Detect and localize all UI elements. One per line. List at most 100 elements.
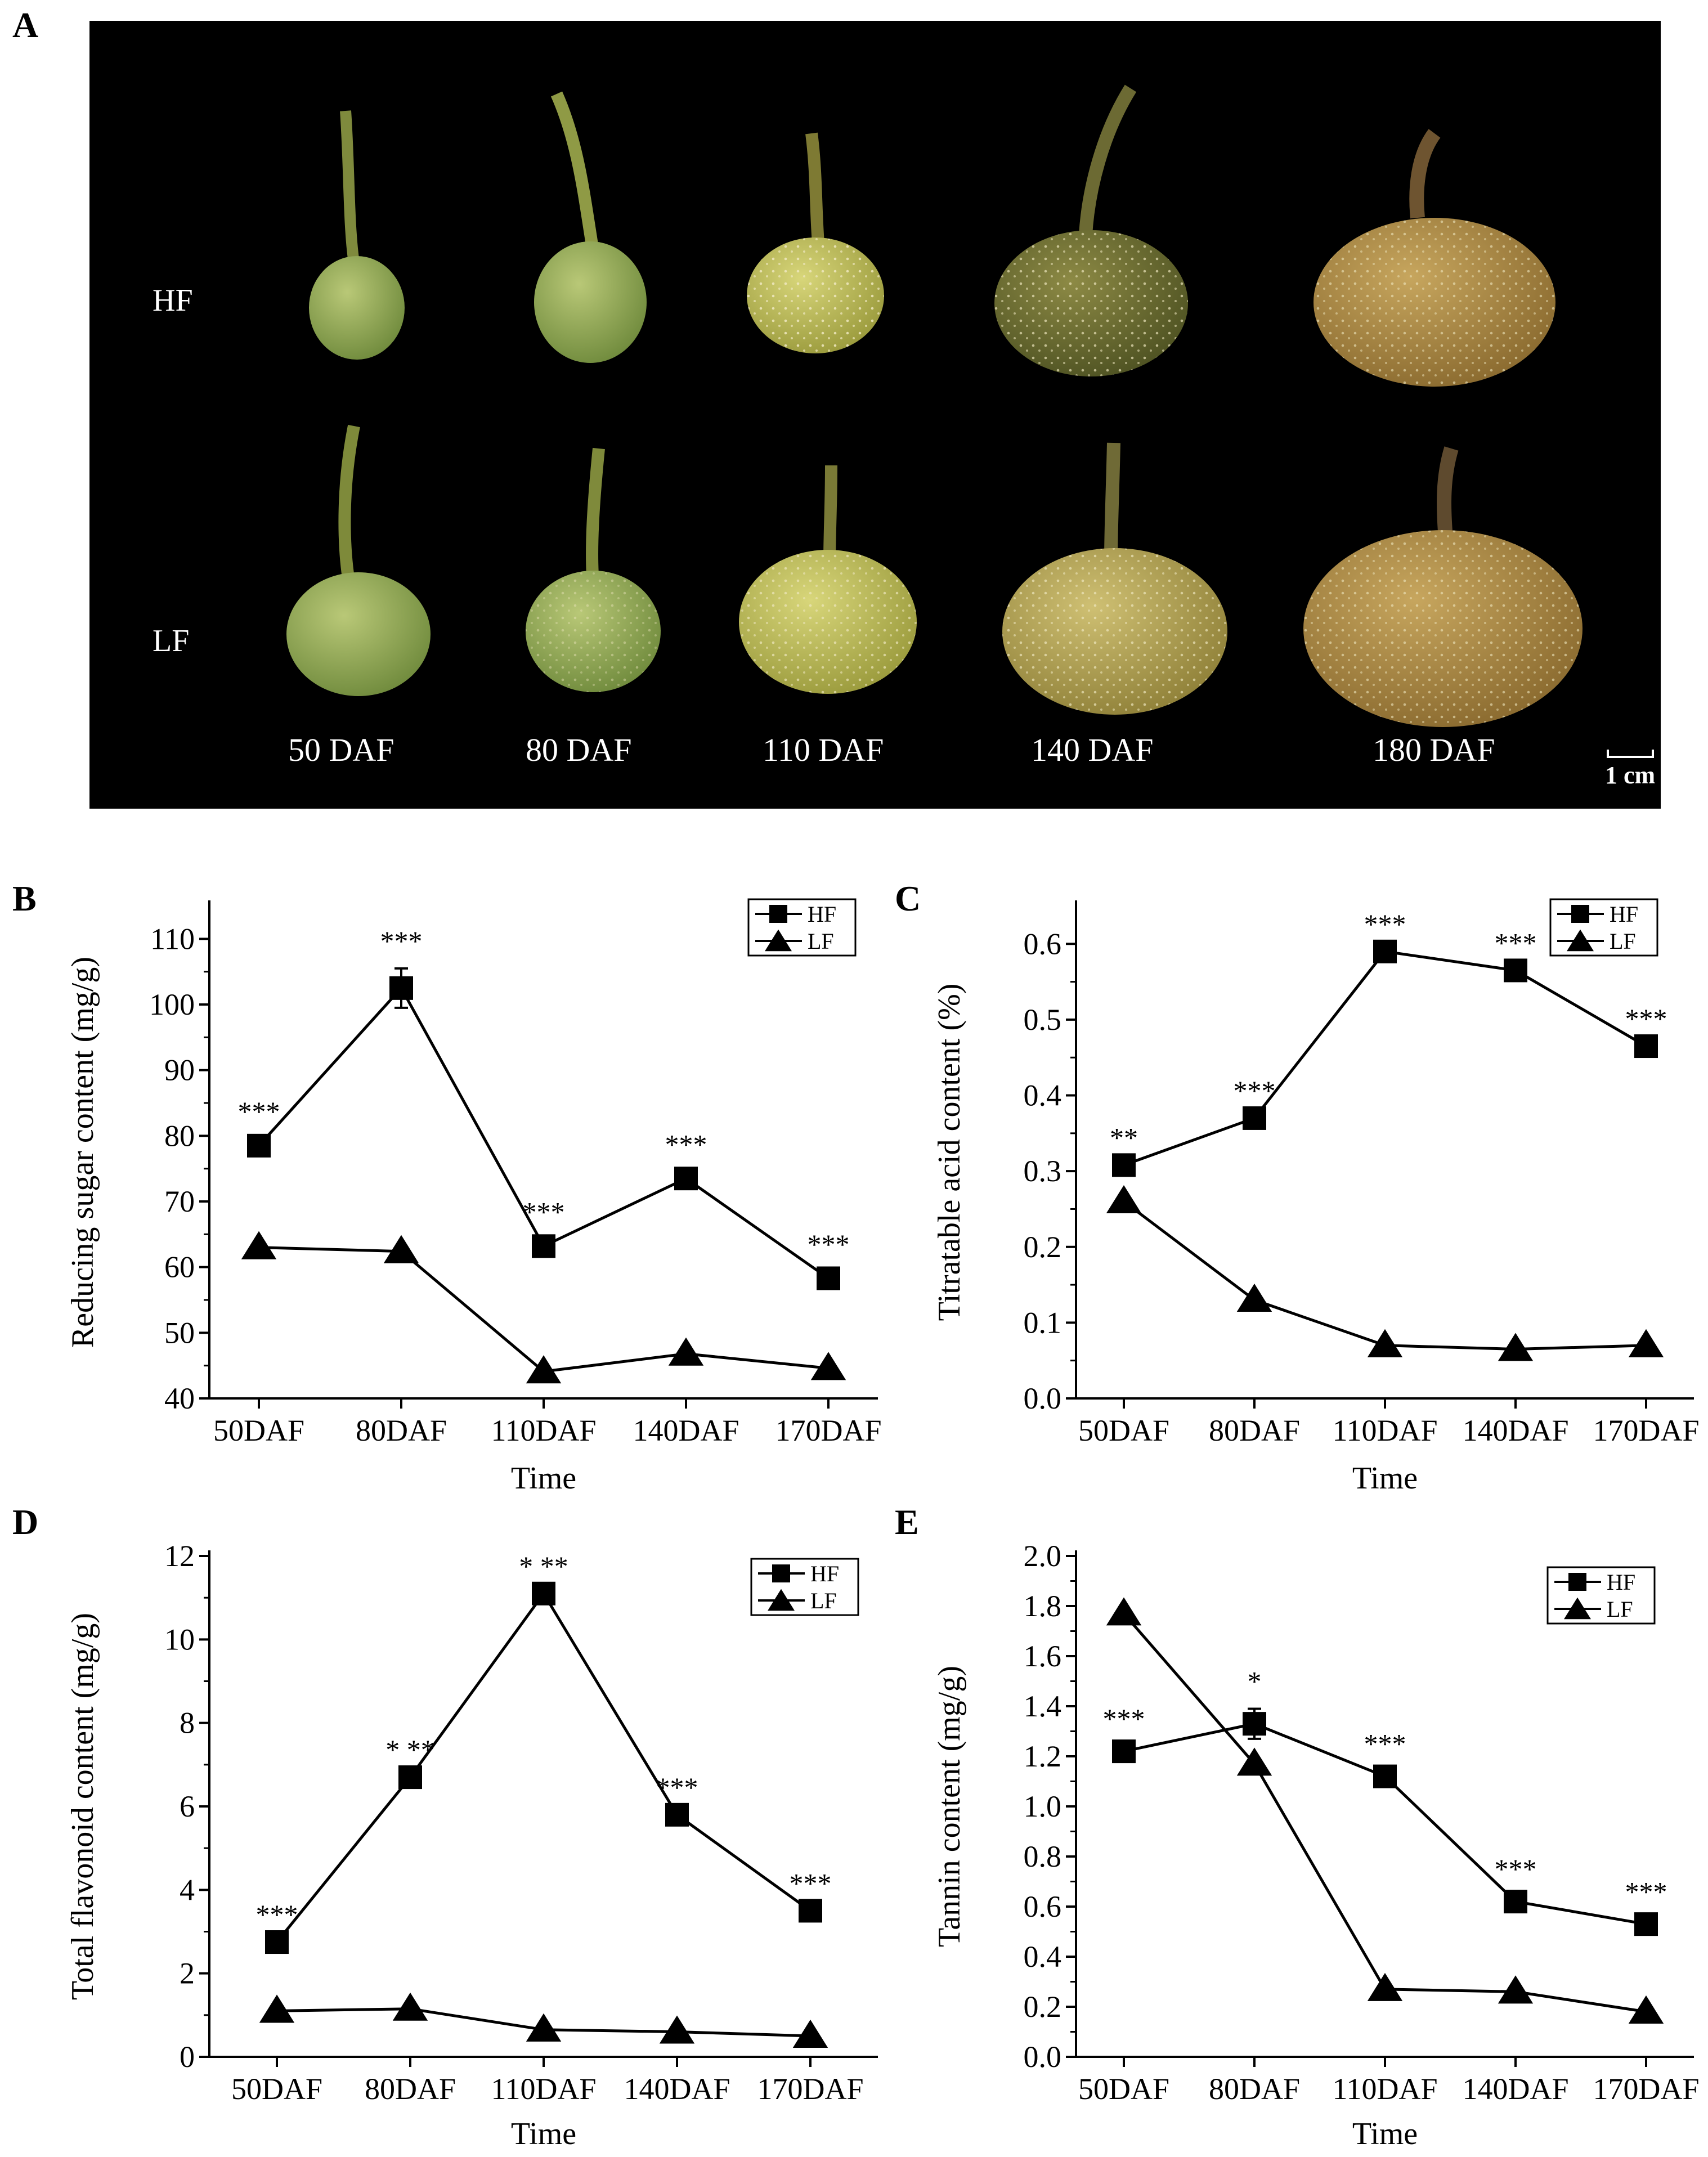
legend-label-hf: HF	[808, 902, 836, 927]
significance-label: ***	[1625, 1003, 1667, 1034]
panel-letter-d: D	[12, 1502, 39, 1542]
point-lf	[383, 1235, 419, 1263]
y-tick-label: 2	[180, 1957, 195, 1990]
y-axis-title: Reducing sugar content (mg/g)	[65, 957, 100, 1348]
panel-letter-e: E	[895, 1502, 919, 1542]
point-lf	[526, 1355, 562, 1384]
stage-label-80: 80 DAF	[526, 732, 632, 768]
point-lf	[1498, 1333, 1534, 1361]
y-tick-label: 0.4	[1024, 1940, 1062, 1974]
point-hf	[1243, 1106, 1266, 1130]
x-tick-label: 110DAF	[1332, 2072, 1437, 2106]
y-tick-label: 1.4	[1024, 1689, 1062, 1723]
legend-box	[747, 898, 857, 957]
point-hf	[398, 1765, 422, 1790]
point-hf	[1373, 1764, 1397, 1788]
x-tick-label: 80DAF	[356, 1414, 447, 1447]
y-tick-label: 0.5	[1024, 1003, 1062, 1037]
series-line-lf	[1123, 1200, 1647, 1351]
significance-label: * **	[385, 1734, 435, 1765]
y-tick-label: 1.8	[1024, 1589, 1062, 1623]
x-axis-title: Time	[511, 2116, 576, 2151]
y-tick-label: 2.0	[1024, 1539, 1062, 1573]
y-tick-label: 90	[164, 1053, 195, 1087]
chart-total-flavonoid: 0 2 4 6 8 10 12 50DAF 80DAF 110DAF 140DAF 170DAF Tim…	[0, 1503, 884, 2151]
point-lf	[810, 1352, 846, 1380]
series-lf	[259, 1992, 828, 2048]
point-hf	[1112, 1153, 1136, 1177]
lf-fruit-180	[1303, 446, 1583, 727]
hf-fruit-110	[747, 132, 884, 353]
point-lf	[1236, 1283, 1272, 1312]
lf-fruit-140	[1002, 442, 1227, 715]
y-tick-label: 1.2	[1024, 1739, 1062, 1773]
x-tick-label: 50DAF	[213, 1414, 304, 1447]
chart-tannin: 0.0 0.2 0.4 0.6 0.8 1.0 1.2 1.4 1.6 1.8 2.0 50DAF 80…	[884, 1503, 1708, 2151]
y-tick-label: 10	[164, 1622, 195, 1656]
legend-marker-hf	[1571, 905, 1589, 923]
legend-marker-lf	[765, 929, 792, 952]
lf-fruit-50	[286, 424, 431, 696]
x-tick-label: 140DAF	[633, 1414, 739, 1447]
chart-svg-E: 0.0 0.2 0.4 0.6 0.8 1.0 1.2 1.4 1.6 1.8 2.0 50DAF 80…	[932, 1539, 1700, 2151]
series-lf	[1106, 1597, 1664, 2024]
legend-label-lf: LF	[1610, 929, 1636, 954]
point-hf	[532, 1581, 555, 1606]
y-axis-title: Tannin content (mg/g)	[932, 1666, 967, 1947]
lf-fruit-80	[526, 447, 661, 692]
legend-marker-lf	[1567, 929, 1594, 952]
significance-label: ***	[1364, 908, 1406, 940]
y-tick-label: 0.0	[1024, 1382, 1062, 1415]
series-hf	[265, 1581, 822, 1954]
y-tick-label: 0.1	[1024, 1306, 1062, 1339]
point-lf	[392, 1992, 428, 2021]
y-tick-label: 0.3	[1024, 1154, 1062, 1188]
series-lf	[1106, 1185, 1664, 1361]
y-tick-label: 60	[164, 1250, 195, 1284]
series-hf	[247, 967, 840, 1290]
stage-label-180: 180 DAF	[1373, 732, 1495, 768]
scale-bar	[1607, 750, 1654, 758]
significance-label: ***	[238, 1096, 280, 1127]
stage-label-50: 50 DAF	[288, 732, 395, 768]
legend-label-hf: HF	[1607, 1569, 1635, 1595]
significance-label: ***	[790, 1867, 832, 1899]
stage-label-140: 140 DAF	[1031, 732, 1154, 768]
significance-label: ***	[1364, 1728, 1406, 1760]
point-lf	[1236, 1747, 1272, 1776]
point-hf	[265, 1930, 289, 1954]
point-lf	[1498, 1975, 1534, 2004]
x-tick-label: 110DAF	[1332, 1414, 1437, 1447]
series-hf	[1112, 939, 1658, 1177]
significance-label: ***	[1495, 1853, 1537, 1885]
chart-svg-D: 0 2 4 6 8 10 12 50DAF 80DAF 110DAF 140DAF 170DAF Tim…	[65, 1539, 878, 2151]
legend-marker-lf	[1564, 1597, 1591, 1620]
stage-label-110: 110 DAF	[763, 732, 884, 768]
chart-svg-B: 40 50 60 70 80 90 100 110 50DAF 80DAF 110DAF 140DAF…	[65, 898, 882, 1496]
point-lf	[659, 2015, 695, 2044]
y-tick-label: 0.4	[1024, 1079, 1062, 1113]
legend-marker-hf	[769, 905, 787, 923]
x-axis-title: Time	[1352, 2116, 1418, 2151]
y-tick-label: 110	[150, 922, 195, 956]
y-axis-title: Total flavonoid content (mg/g)	[65, 1613, 100, 2000]
x-tick-label: 140DAF	[624, 2072, 730, 2106]
x-tick-label: 140DAF	[1462, 2072, 1568, 2106]
legend-label-lf: LF	[808, 929, 834, 954]
legend-label-lf: LF	[1607, 1597, 1633, 1622]
x-tick-label: 110DAF	[491, 2072, 596, 2106]
point-lf	[1628, 1329, 1664, 1357]
x-axis-title: Time	[1352, 1461, 1418, 1496]
hf-fruit-80	[534, 91, 647, 363]
point-hf	[1373, 939, 1397, 963]
significance-label: **	[1110, 1122, 1138, 1153]
legend-marker-hf	[1568, 1573, 1586, 1591]
panel-letter-c: C	[895, 878, 921, 918]
y-tick-label: 70	[164, 1185, 195, 1218]
scale-bar-label: 1 cm	[1605, 761, 1656, 789]
x-tick-label: 170DAF	[1593, 2072, 1699, 2106]
